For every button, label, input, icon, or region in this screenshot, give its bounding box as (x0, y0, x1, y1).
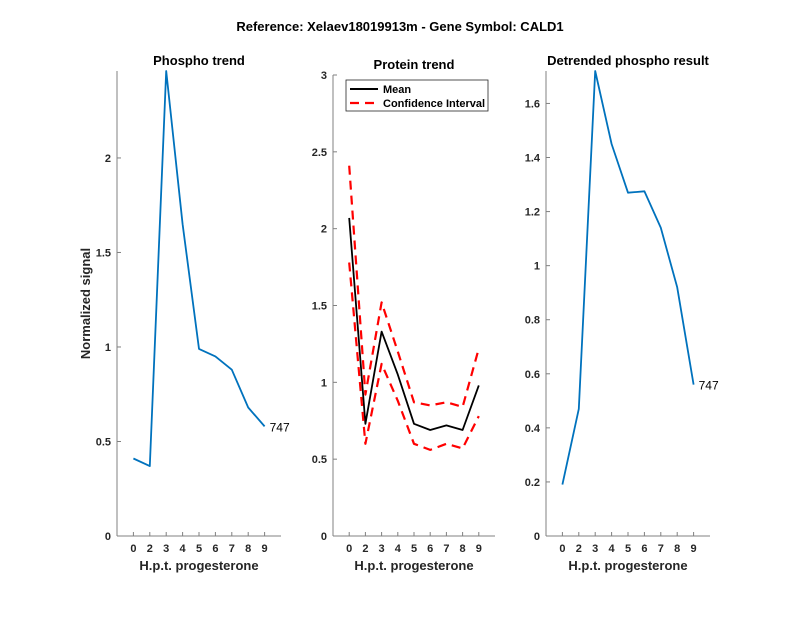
panel-title: Phospho trend (153, 53, 245, 68)
y-tick-label: 0.6 (525, 369, 540, 381)
x-tick-label: 3 (592, 543, 598, 555)
y-tick-label: 0.4 (525, 423, 541, 435)
panel-title: Detrended phospho result (547, 53, 709, 68)
y-tick-label: 1.2 (525, 207, 540, 219)
series-line-747 (133, 70, 266, 468)
series-annotation: 747 (699, 379, 719, 393)
x-axis-label: H.p.t. progesterone (354, 558, 473, 573)
figure-title: Reference: Xelaev18019913m - Gene Symbol… (236, 19, 563, 34)
y-tick-label: 0.8 (525, 315, 540, 327)
detrended-phospho-panel: 00.20.40.60.811.21.41.60 2 3 4 5 6 7 8 9Detrende… (525, 53, 719, 573)
series-line-747 (561, 70, 695, 485)
x-axis-label: H.p.t. progesterone (568, 558, 687, 573)
x-tick-label: 2 (576, 543, 582, 555)
x-tick-label: 5 (625, 543, 631, 555)
legend-label-ci: Confidence Interval (383, 98, 485, 110)
series-line-confidence-interval-lower- (348, 262, 480, 451)
panel-title: Protein trend (374, 57, 455, 72)
y-tick-label: 1.4 (525, 153, 541, 165)
y-tick-label: 0 (321, 531, 327, 543)
x-tick-label: 7 (229, 543, 235, 555)
x-tick-label: 5 (196, 543, 202, 555)
y-tick-label: 3 (321, 70, 327, 82)
y-axis-label: Normalized signal (78, 248, 93, 359)
x-tick-label: 0 (130, 543, 136, 555)
x-tick-label: 2 (362, 543, 368, 555)
series-line-confidence-interval-upper- (348, 165, 480, 408)
series-annotation: 747 (270, 420, 290, 434)
y-tick-label: 0.2 (525, 477, 540, 489)
y-tick-label: 2.5 (312, 147, 327, 159)
legend-box (345, 79, 489, 112)
legend-label-mean: Mean (383, 84, 411, 96)
x-tick-label: 4 (609, 543, 616, 555)
x-tick-label: 4 (180, 543, 187, 555)
x-tick-label: 9 (691, 543, 697, 555)
x-tick-label: 6 (427, 543, 433, 555)
legend: Mean Confidence Interval (345, 79, 489, 112)
y-tick-label: 0 (534, 531, 540, 543)
x-tick-label: 5 (411, 543, 417, 555)
y-tick-label: 0 (105, 531, 111, 543)
y-tick-label: 1 (105, 342, 111, 354)
x-tick-label: 3 (163, 543, 169, 555)
x-tick-label: 0 (559, 543, 565, 555)
y-tick-label: 0.5 (96, 436, 111, 448)
x-tick-label: 3 (379, 543, 385, 555)
x-tick-label: 9 (476, 543, 482, 555)
y-tick-label: 2 (105, 153, 111, 165)
y-tick-label: 1 (534, 261, 540, 273)
x-tick-label: 0 (346, 543, 352, 555)
x-tick-label: 2 (147, 543, 153, 555)
x-tick-label: 9 (262, 543, 268, 555)
y-tick-label: 0.5 (312, 454, 327, 466)
x-tick-label: 6 (212, 543, 218, 555)
x-tick-label: 8 (674, 543, 680, 555)
x-tick-label: 8 (245, 543, 251, 555)
x-tick-label: 8 (460, 543, 466, 555)
x-tick-label: 7 (443, 543, 449, 555)
y-tick-label: 2 (321, 224, 327, 236)
series-line-mean (348, 217, 480, 431)
y-tick-label: 1 (321, 377, 327, 389)
y-tick-label: 1.5 (96, 247, 111, 259)
x-tick-label: 4 (395, 543, 402, 555)
x-tick-label: 6 (641, 543, 647, 555)
x-tick-label: 7 (658, 543, 664, 555)
y-tick-label: 1.5 (312, 301, 327, 313)
y-tick-label: 1.6 (525, 98, 540, 110)
x-axis-label: H.p.t. progesterone (139, 558, 258, 573)
